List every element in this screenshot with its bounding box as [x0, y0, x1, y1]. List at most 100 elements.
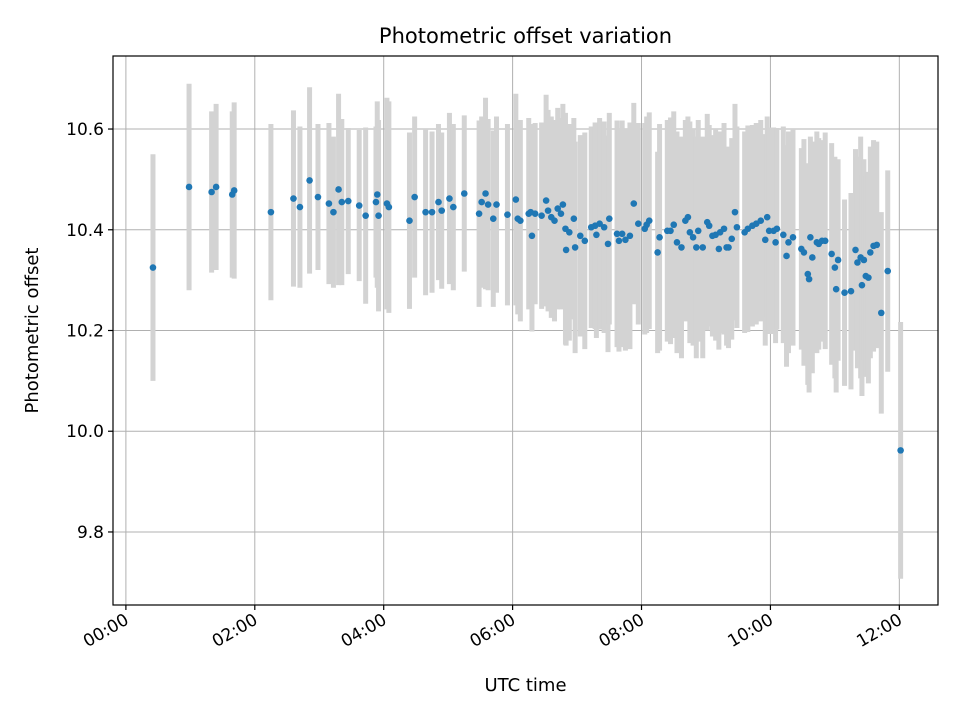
data-point — [807, 234, 814, 241]
data-point — [622, 236, 629, 244]
data-point — [630, 200, 638, 207]
data-point — [411, 193, 418, 201]
data-point — [484, 201, 492, 208]
data-point — [512, 196, 520, 203]
data-point — [618, 230, 626, 238]
data-point — [314, 193, 322, 201]
x-tick-label: 06:00 — [467, 610, 519, 652]
data-point — [475, 210, 483, 217]
data-point — [438, 207, 446, 214]
data-point — [656, 234, 663, 241]
data-point — [406, 217, 413, 224]
data-point — [626, 232, 634, 240]
data-point — [306, 177, 313, 184]
data-points — [149, 177, 904, 454]
data-point — [877, 309, 885, 317]
data-point — [694, 227, 702, 235]
data-point — [720, 225, 728, 233]
data-point — [785, 239, 792, 246]
data-point — [897, 447, 904, 454]
data-point — [613, 230, 621, 238]
data-point — [385, 203, 393, 211]
x-axis-ticks: 00:00 02:00 04:00 06:00 08:00 10:00 12:00 — [80, 605, 906, 652]
data-point — [559, 201, 567, 208]
data-point — [604, 240, 612, 248]
x-tick-label: 02:00 — [209, 610, 261, 652]
data-point — [554, 205, 562, 212]
data-point — [570, 215, 578, 222]
x-axis-label: UTC time — [484, 675, 566, 696]
data-point — [208, 188, 215, 196]
data-point — [267, 208, 275, 216]
data-point — [678, 244, 685, 251]
data-point — [670, 221, 678, 229]
data-point — [551, 217, 558, 224]
data-point — [686, 228, 694, 236]
data-point — [571, 244, 579, 251]
data-point — [884, 267, 892, 275]
data-point — [373, 191, 381, 198]
data-point — [581, 237, 589, 245]
data-point — [504, 211, 511, 218]
data-point — [493, 201, 500, 208]
data-point — [772, 239, 779, 246]
data-point — [185, 183, 193, 191]
data-point — [809, 254, 816, 261]
data-point — [489, 215, 497, 222]
data-point — [517, 217, 524, 224]
data-point — [290, 195, 297, 202]
data-point — [715, 245, 723, 253]
data-point — [460, 190, 468, 197]
data-point — [865, 274, 872, 281]
data-point — [528, 232, 536, 240]
data-point — [765, 227, 773, 235]
data-point — [450, 203, 457, 211]
data-point — [834, 256, 842, 264]
data-point — [725, 244, 732, 251]
data-point — [773, 225, 781, 233]
data-point — [828, 250, 835, 258]
y-axis-ticks: 9.8 10.0 10.2 10.4 10.6 — [66, 120, 113, 543]
data-point — [422, 208, 429, 216]
data-point — [149, 264, 157, 271]
data-point — [757, 217, 765, 224]
data-point — [446, 195, 453, 202]
x-tick-label: 12:00 — [853, 610, 905, 652]
data-point — [576, 232, 584, 240]
data-point — [428, 208, 436, 216]
data-point — [763, 213, 771, 221]
data-point — [435, 198, 442, 206]
data-point — [667, 227, 674, 235]
data-point — [557, 210, 565, 217]
y-tick-label: 10.2 — [66, 322, 104, 342]
data-point — [731, 208, 739, 216]
data-point — [593, 231, 600, 239]
data-point — [330, 208, 337, 216]
data-point — [355, 202, 363, 209]
data-point — [705, 222, 713, 230]
data-point — [831, 264, 839, 271]
x-tick-label: 10:00 — [724, 610, 776, 652]
data-point — [634, 220, 642, 228]
data-point — [780, 231, 787, 239]
data-point — [542, 197, 550, 204]
error-bars — [150, 83, 904, 579]
data-point — [531, 210, 539, 217]
y-tick-label: 10.4 — [66, 221, 104, 241]
y-tick-label: 9.8 — [77, 523, 104, 543]
data-point — [873, 241, 881, 249]
data-point — [375, 212, 382, 219]
data-point — [789, 234, 797, 241]
x-tick-label: 08:00 — [596, 610, 648, 652]
x-tick-label: 04:00 — [338, 610, 390, 652]
data-point — [544, 207, 552, 214]
data-point — [600, 223, 608, 231]
data-point — [344, 197, 352, 205]
data-point — [852, 246, 859, 254]
x-tick-label: 00:00 — [80, 610, 132, 652]
data-point — [728, 235, 736, 243]
data-point — [325, 200, 333, 207]
data-point — [699, 244, 707, 251]
data-point — [761, 236, 769, 244]
